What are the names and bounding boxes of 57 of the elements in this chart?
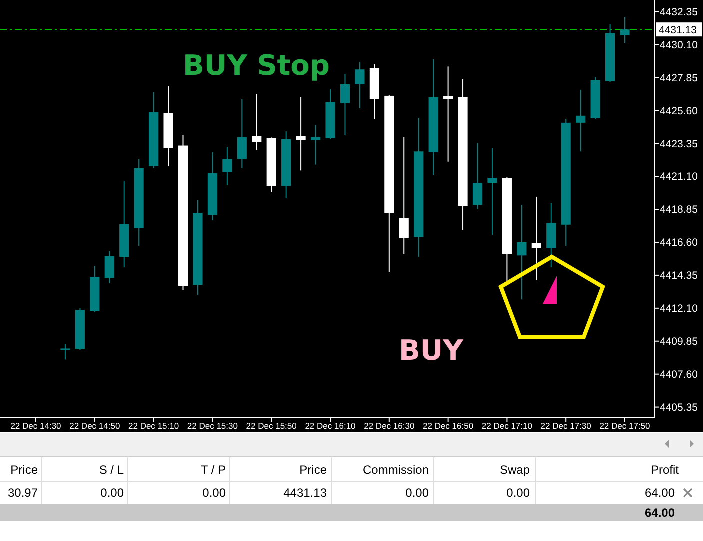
text: Swap [500, 463, 530, 477]
x-tick-label: 22 Dec 16:10 [305, 421, 356, 431]
text: Commission [362, 463, 429, 477]
y-tick-label: 4416.60 [660, 237, 698, 250]
y-tick-label: 4423.35 [660, 138, 698, 150]
text: 4431.13 [284, 486, 328, 500]
text: Profit [650, 463, 680, 477]
candlestick [488, 148, 498, 236]
y-tick-label: 4421.10 [660, 171, 698, 184]
candlestick [222, 146, 232, 186]
text: 0.00 [406, 486, 430, 500]
y-tick-label: 4412.10 [660, 303, 698, 316]
text: Price [300, 463, 328, 477]
y-tick-label: 4414.35 [660, 270, 698, 282]
x-tick-label: 22 Dec 15:30 [187, 421, 238, 431]
y-tick-label: 4405.35 [660, 402, 698, 414]
x-tick-label: 22 Dec 15:10 [128, 421, 180, 431]
y-tick-label: 4407.60 [660, 369, 698, 382]
candlestick [399, 136, 409, 255]
candlestick [517, 204, 527, 300]
x-tick-label: 22 Dec 17:50 [600, 421, 651, 431]
y-tick-label: 4409.85 [660, 336, 698, 348]
annotation: BUY [399, 334, 464, 367]
candlestick [340, 73, 350, 136]
text: 64.00 [644, 486, 676, 500]
candlestick [620, 16, 630, 44]
text: 64.00 [644, 506, 676, 520]
text: 30.97 [8, 486, 38, 500]
y-tick-label: 4427.85 [660, 72, 698, 84]
x-tick-label: 22 Dec 16:30 [364, 421, 415, 431]
text: S / L [99, 463, 124, 477]
candlestick [237, 98, 247, 169]
candlestick [252, 94, 262, 151]
x-tick-label: 22 Dec 14:30 [10, 421, 62, 431]
candlestick [60, 344, 70, 360]
x-tick-label: 22 Dec 17:30 [540, 421, 592, 431]
candlestick [444, 66, 454, 162]
annotation: BUY Stop [183, 49, 330, 82]
ref-line-label: 4431.13 [659, 24, 698, 36]
text: T / P [200, 463, 226, 477]
text: 0.00 [100, 486, 124, 500]
y-tick-label: 4418.85 [660, 204, 698, 216]
x-tick-label: 22 Dec 14:50 [70, 421, 120, 431]
x-tick-label: 22 Dec 16:50 [423, 421, 474, 431]
text: 0.00 [506, 486, 530, 500]
text: Price [10, 463, 38, 477]
x-tick-label: 22 Dec 15:50 [246, 421, 298, 431]
x-tick-label: 22 Dec 17:10 [482, 421, 533, 431]
candlestick [104, 250, 114, 284]
candlestick [532, 196, 542, 281]
y-tick-label: 4432.35 [660, 6, 698, 18]
y-tick-label: 4425.60 [660, 105, 698, 118]
candlestick [576, 90, 586, 152]
y-tick-label: 4430.10 [660, 39, 698, 52]
candlestick [472, 142, 483, 210]
text: 0.00 [202, 486, 226, 500]
candlestick [355, 62, 365, 109]
